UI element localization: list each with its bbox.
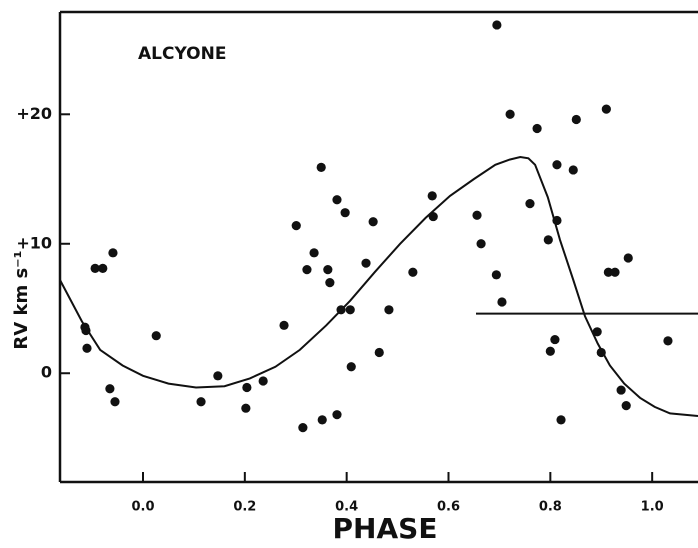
data-point: [368, 217, 378, 227]
data-point: [317, 415, 327, 425]
data-point: [384, 305, 394, 315]
data-point: [596, 347, 606, 358]
data-point: [616, 385, 626, 395]
data-point: [545, 346, 555, 356]
data-point: [601, 104, 611, 114]
data-point: [90, 263, 100, 273]
x-tick-label: 1.0: [641, 500, 664, 515]
data-point: [258, 376, 268, 386]
data-point: [298, 423, 308, 433]
data-point: [151, 331, 161, 341]
data-point: [571, 114, 581, 125]
data-point: [532, 123, 542, 134]
x-tick-label: 0.4: [335, 500, 358, 515]
y-tick-label: +20: [16, 104, 52, 123]
data-point: [336, 305, 346, 315]
data-point: [621, 401, 631, 411]
y-tick-label: 0: [41, 363, 52, 382]
data-point: [325, 278, 335, 288]
data-point: [491, 270, 501, 280]
data-point: [428, 211, 438, 222]
data-point: [309, 248, 319, 258]
data-point: [196, 397, 206, 407]
x-tick-label: 0.0: [131, 500, 154, 515]
data-point: [242, 382, 252, 393]
data-point: [340, 208, 350, 218]
data-point: [556, 415, 566, 425]
data-point: [552, 160, 562, 170]
data-point: [492, 20, 502, 30]
y-axis-label: RV km s⁻¹: [11, 250, 32, 349]
y-tick-label: +10: [16, 233, 52, 252]
chart-title: ALCYONE: [138, 44, 226, 64]
data-point: [374, 347, 384, 358]
data-point: [505, 109, 515, 119]
data-point: [543, 235, 553, 245]
data-point: [476, 239, 486, 249]
data-point: [592, 327, 602, 337]
x-axis-label: PHASE: [333, 512, 438, 545]
data-point: [316, 162, 326, 172]
data-point: [427, 191, 437, 201]
data-point: [241, 403, 251, 413]
data-point: [332, 410, 342, 420]
data-point: [110, 397, 120, 407]
data-point: [302, 265, 312, 275]
data-point: [346, 362, 356, 372]
data-point: [108, 248, 118, 258]
data-point: [279, 320, 289, 330]
data-point: [623, 253, 633, 263]
data-point: [291, 221, 301, 231]
data-point: [105, 384, 115, 394]
data-point: [213, 371, 223, 381]
data-point: [323, 265, 333, 275]
x-tick-label: 0.8: [539, 500, 562, 515]
data-point: [568, 165, 578, 175]
data-point: [663, 336, 673, 346]
x-tick-label: 0.6: [437, 500, 460, 515]
data-point: [525, 199, 535, 209]
data-point: [98, 263, 108, 273]
x-tick-label: 0.2: [233, 500, 256, 515]
data-point: [603, 267, 613, 277]
data-point: [497, 297, 507, 307]
data-point: [550, 334, 560, 345]
data-point: [345, 305, 355, 315]
data-point: [552, 215, 562, 226]
data-point: [610, 267, 620, 277]
data-point: [361, 258, 371, 268]
data-point: [82, 343, 92, 353]
data-point: [81, 325, 91, 336]
data-point: [408, 267, 418, 277]
data-point: [472, 210, 482, 220]
data-point: [332, 195, 342, 205]
